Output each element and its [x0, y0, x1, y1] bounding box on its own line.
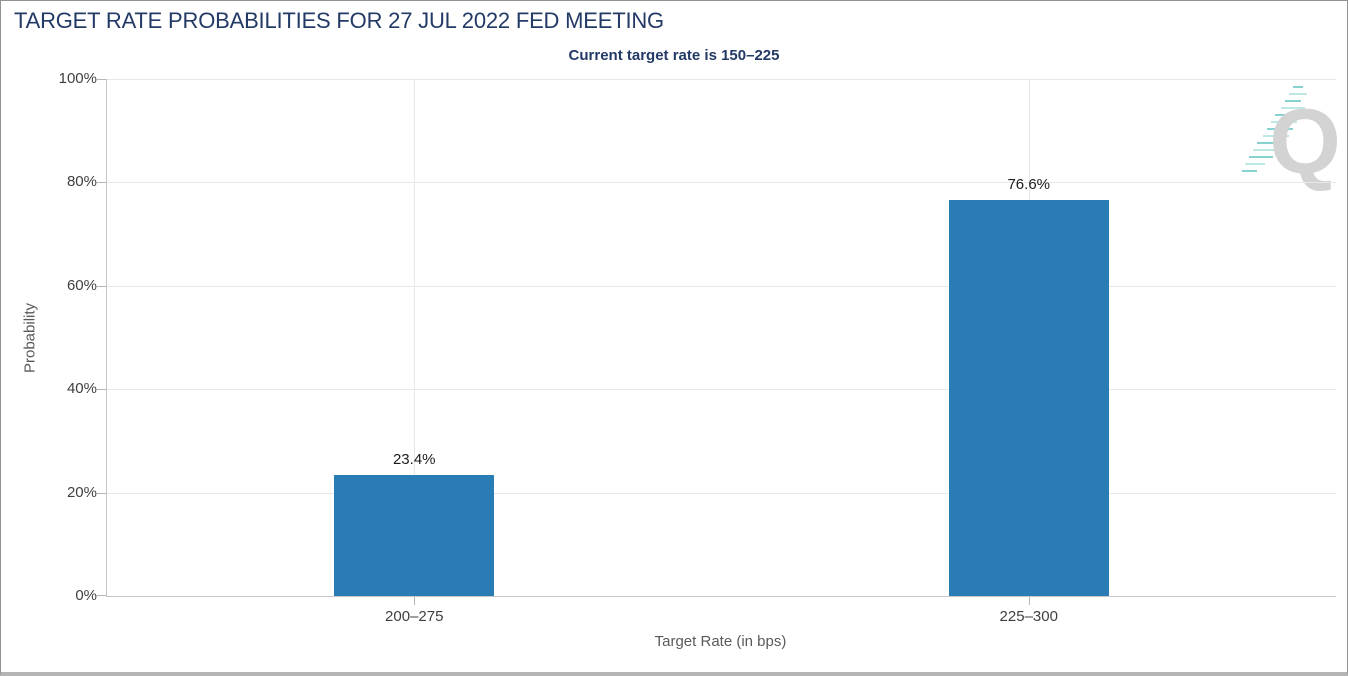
x-gridline [414, 79, 416, 596]
x-tick-mark [414, 597, 416, 605]
logo-q-letter: Q [1269, 91, 1341, 193]
quikstrike-logo: Q [1237, 81, 1347, 193]
page-title: TARGET RATE PROBABILITIES FOR 27 JUL 202… [14, 8, 664, 33]
y-tick-label: 100% [58, 70, 97, 87]
y-tick-label: 40% [66, 380, 97, 398]
y-tick-mark [96, 389, 106, 391]
bar[interactable] [334, 475, 495, 596]
x-tick-mark [1028, 597, 1030, 605]
logo-teal-streak [1242, 86, 1307, 172]
bar-value-label: 23.4% [392, 451, 436, 469]
bar-value-label: 76.6% [1007, 175, 1051, 193]
x-axis-title: Target Rate (in bps) [654, 633, 787, 650]
y-gridline [107, 389, 1336, 391]
y-tick-label: 0% [75, 587, 97, 604]
y-gridline [107, 79, 1336, 80]
y-tick-mark [96, 285, 106, 287]
y-gridline [107, 182, 1336, 184]
x-tick-label: 200–275 [385, 608, 444, 625]
y-tick-mark [96, 595, 106, 596]
y-tick-label: 80% [66, 173, 97, 191]
y-tick-mark [96, 182, 106, 184]
chart-subtitle: Current target rate is 150–225 [568, 47, 780, 64]
quikstrike-logo-graphic: Q [1242, 86, 1341, 193]
bar[interactable] [948, 199, 1109, 596]
y-tick-label: 60% [66, 276, 97, 294]
y-tick-mark [96, 492, 106, 494]
y-tick-label: 20% [66, 483, 97, 501]
x-tick-label: 225–300 [999, 608, 1058, 625]
y-gridline [107, 285, 1336, 287]
y-tick-mark [96, 79, 106, 80]
plot-area: Q 23.4% 200–275 76.6% 225–300 [96, 79, 1341, 625]
y-gridline [107, 492, 1336, 494]
y-axis-tick-labels: 0% 20% 40% 60% 80% 100% [1, 70, 97, 604]
